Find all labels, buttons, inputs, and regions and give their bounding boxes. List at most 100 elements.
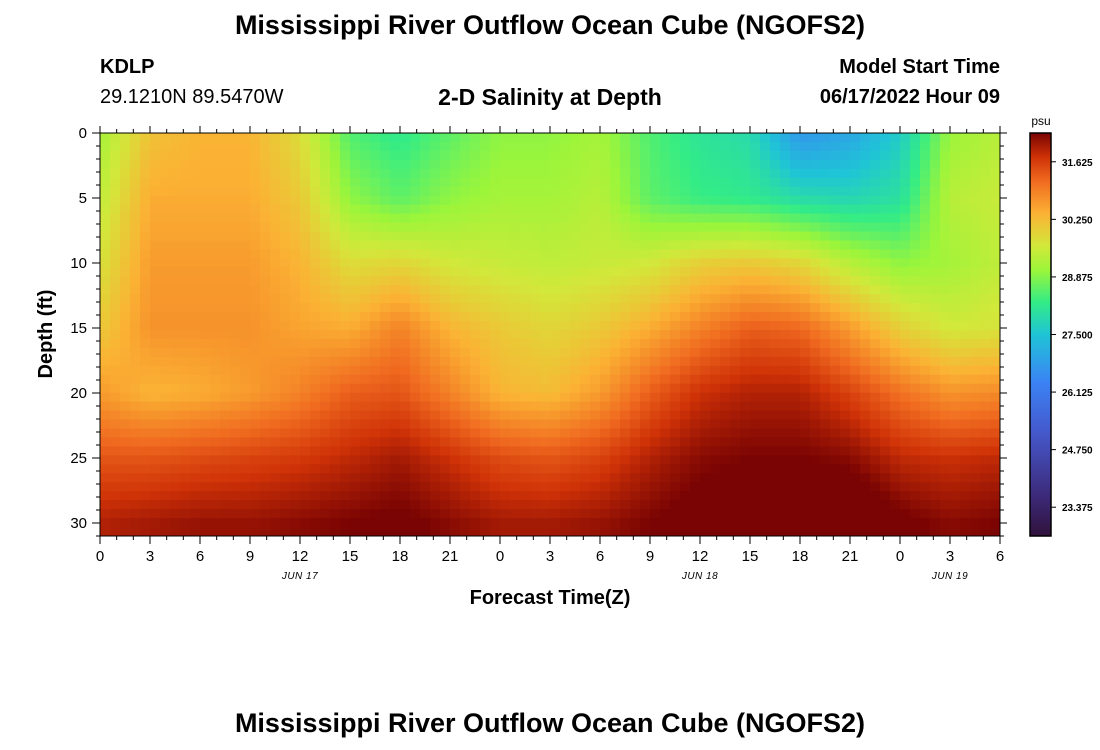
heatmap-cell [660,356,671,367]
heatmap-cell [660,491,671,501]
heatmap-cell [950,213,961,224]
heatmap-cell [430,347,441,358]
heatmap-cell [880,410,891,421]
heatmap-cell [490,168,501,179]
heatmap-cell [480,383,491,394]
heatmap-cell [550,347,561,358]
heatmap-cell [670,213,681,224]
heatmap-cell [730,258,741,268]
heatmap-cell [780,446,791,456]
heatmap-cell [910,419,921,430]
heatmap-cell [970,437,981,448]
heatmap-cell [930,177,941,188]
heatmap-cell [380,141,391,152]
heatmap-cell [130,365,141,376]
heatmap-cell [420,294,431,304]
heatmap-cell [100,249,111,259]
heatmap-cell [500,455,511,465]
heatmap-cell [400,473,411,483]
heatmap-cell [850,159,861,170]
heatmap-cell [760,410,771,421]
heatmap-cell [950,365,961,376]
heatmap-cell [920,204,931,215]
heatmap-cell [740,231,751,242]
heatmap-cell [250,356,261,367]
heatmap-cell [650,321,661,331]
heatmap-cell [830,446,841,456]
heatmap-cell [810,464,821,474]
heatmap-cell [100,231,111,242]
heatmap-cell [190,258,201,268]
heatmap-cell [750,473,761,483]
heatmap-cell [630,195,641,206]
heatmap-cell [440,437,451,448]
heatmap-cell [880,240,891,251]
heatmap-cell [380,518,391,528]
heatmap-cell [930,204,941,215]
heatmap-cell [130,231,141,242]
heatmap-cell [840,222,851,233]
heatmap-cell [660,276,671,286]
heatmap-cell [280,356,291,367]
heatmap-cell [770,240,781,251]
heatmap-cell [410,383,421,394]
heatmap-cell [350,150,361,161]
heatmap-cell [740,133,751,143]
heatmap-cell [380,222,391,233]
heatmap-cell [590,464,601,474]
heatmap-cell [610,356,621,367]
heatmap-cell [580,437,591,448]
heatmap-cell [890,213,901,224]
heatmap-cell [760,527,771,536]
heatmap-cell [620,249,631,259]
heatmap-cell [390,374,401,385]
heatmap-cell [520,177,531,188]
heatmap-cell [600,437,611,448]
heatmap-cell [720,347,731,358]
heatmap-cell [540,195,551,206]
heatmap-cell [600,276,611,286]
heatmap-cell [110,312,121,322]
heatmap-cell [720,401,731,412]
heatmap-cell [640,356,651,367]
heatmap-cell [550,410,561,421]
heatmap-cell [420,276,431,286]
heatmap-cell [410,285,421,295]
heatmap-cell [290,500,301,510]
heatmap-cell [810,437,821,448]
heatmap-cell [140,159,151,170]
heatmap-cell [130,321,141,331]
chart-title: Mississippi River Outflow Ocean Cube (NG… [234,10,866,40]
heatmap-cell [940,303,951,313]
heatmap-cell [490,159,501,170]
heatmap-cell [520,133,531,143]
heatmap-cell [640,527,651,536]
heatmap-cell [670,133,681,143]
date-labels: JUN 17 JUN 18 JUN 19 [281,571,968,582]
heatmap-cell [230,374,241,385]
heatmap-cell [170,527,181,536]
heatmap-cell [250,294,261,304]
heatmap-cell [470,312,481,322]
heatmap-cell [710,491,721,501]
heatmap-cell [740,276,751,286]
heatmap-cell [200,410,211,421]
heatmap-cell [700,374,711,385]
heatmap-cell [850,285,861,295]
heatmap-cell [170,133,181,143]
heatmap-cell [230,231,241,242]
heatmap-cell [180,500,191,510]
heatmap-cell [210,177,221,188]
heatmap-cell [380,365,391,376]
heatmap-cell [380,500,391,510]
heatmap-cell [990,374,1000,385]
heatmap-cell [500,267,511,277]
heatmap-cell [920,518,931,528]
heatmap-cell [710,464,721,474]
heatmap-cell [790,347,801,358]
heatmap-cell [130,258,141,268]
heatmap-cell [300,509,311,519]
heatmap-cell [850,330,861,340]
heatmap-cell [100,186,111,197]
heatmap-cell [510,356,521,367]
